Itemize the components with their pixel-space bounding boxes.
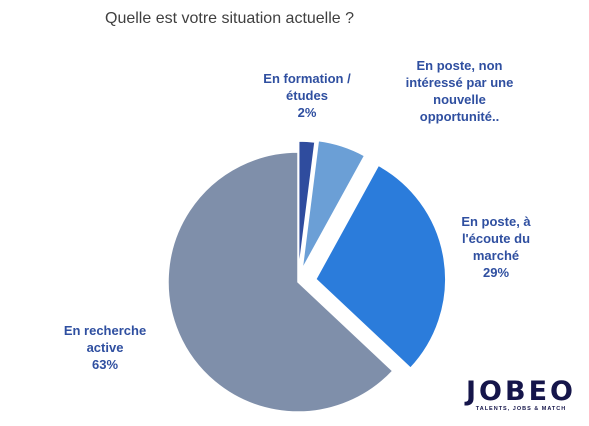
slice-name-en-poste-ecoute: En poste, à l'écoute du marché (461, 214, 531, 263)
pie-slice-en-poste-non-interesse (301, 139, 366, 270)
slice-name-en-formation: En formation / études (263, 71, 351, 103)
pie-slice-en-poste-ecoute (314, 164, 447, 370)
slice-value-en-poste-ecoute: 29% (482, 265, 510, 280)
slice-value-en-formation: 2% (297, 105, 317, 120)
chart-title: Quelle est votre situation actuelle ? (105, 10, 355, 27)
slice-name-en-recherche-active: En recherche active (63, 323, 147, 355)
slice-value-en-recherche-active: 63% (91, 357, 119, 372)
slice-label-en-formation: En formation / études 2% (252, 70, 362, 121)
pie-slice-en-recherche-active (167, 151, 394, 413)
logo-word: JOBEO (466, 376, 576, 407)
slice-label-en-recherche-active: En recherche active 63% (55, 322, 155, 373)
jobeo-logo: JOBEO TALENTS, JOBS & MATCH (466, 376, 576, 413)
slice-label-en-poste-ecoute: En poste, à l'écoute du marché 29% (446, 213, 546, 281)
slice-name-en-poste-non-interesse: En poste, non intéressé par une nouvelle… (405, 58, 514, 124)
slice-label-en-poste-non-interesse: En poste, non intéressé par une nouvelle… (392, 57, 527, 125)
pie-slice-en-formation (297, 140, 316, 272)
logo-tagline: TALENTS, JOBS & MATCH (475, 406, 567, 412)
